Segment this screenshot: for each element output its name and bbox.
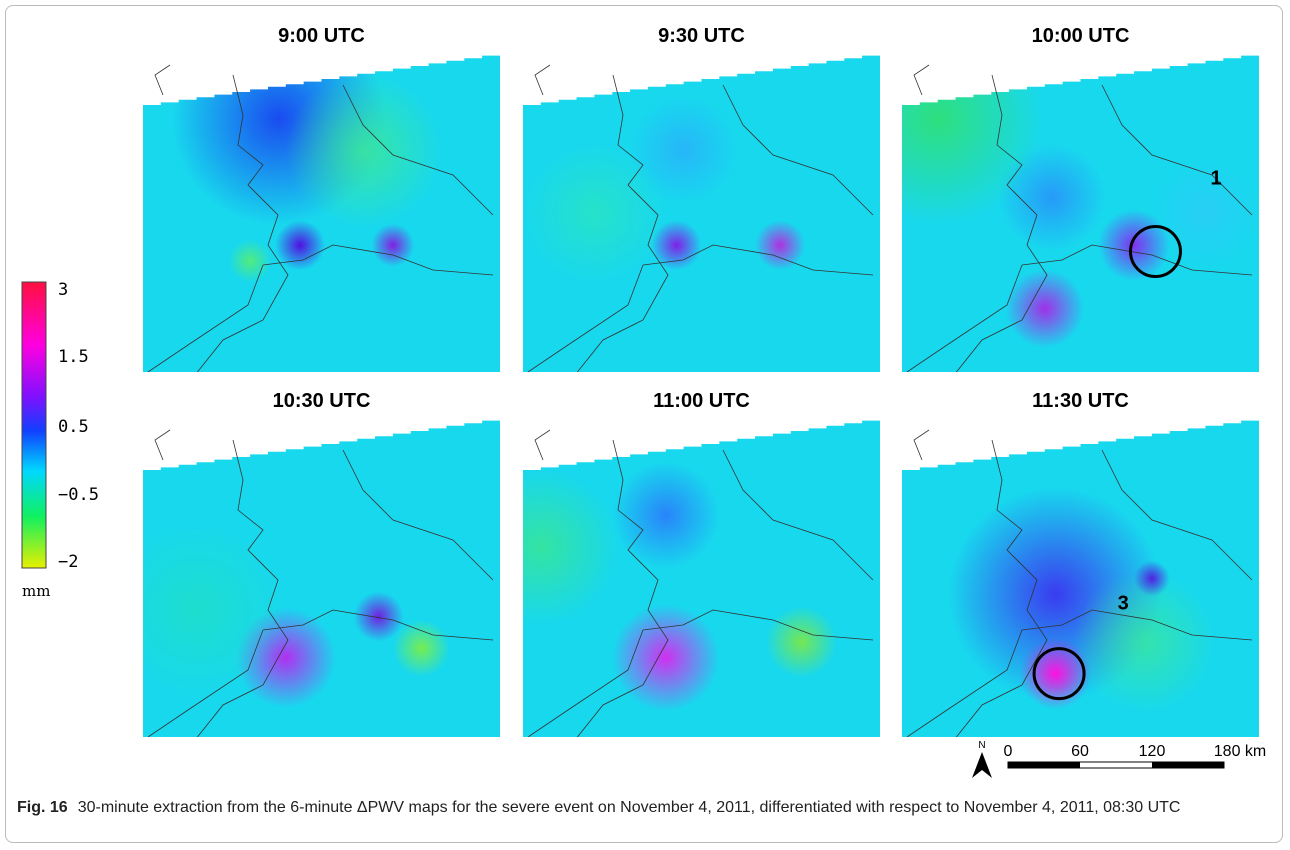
scale-segment: [1152, 762, 1224, 768]
scale-label: 0: [1004, 743, 1013, 760]
panel-title: 11:00 UTC: [653, 390, 750, 412]
map: [462, 415, 898, 755]
colorbar-label: −0.5: [58, 485, 99, 505]
scale-segment: [1008, 762, 1080, 768]
map: [138, 11, 518, 390]
colorbar-label: 0.5: [58, 417, 89, 437]
field-blob: [998, 144, 1105, 251]
field-blob: [229, 240, 272, 283]
colorbar-unit: mm: [22, 582, 50, 600]
field-blob: [286, 72, 443, 229]
north-arrow: [972, 752, 992, 778]
panel-title: 9:00 UTC: [278, 25, 365, 47]
field-blob: [523, 142, 666, 285]
panel-title: 11:30 UTC: [1032, 390, 1129, 412]
page: 3 1.5 0.5 −0.5 −2 mm N 0 60 120 180 km 9…: [0, 0, 1290, 850]
field-blob: [354, 592, 404, 642]
panel-title: 10:00 UTC: [1032, 25, 1130, 47]
annotation: 1: [1210, 167, 1221, 189]
field-blob: [766, 606, 837, 677]
map: [518, 50, 898, 390]
field-blob: [755, 220, 805, 270]
caption: Fig. 16 30-minute extraction from the 6-m…: [17, 796, 1267, 819]
field-blob: [612, 604, 719, 711]
map: [831, 11, 1277, 390]
field-blob: [1006, 269, 1085, 348]
scale-label: 180 km: [1214, 743, 1266, 760]
caption-label: Fig. 16: [17, 799, 68, 816]
colorbar: [22, 282, 46, 568]
scale-label: 120: [1139, 743, 1166, 760]
map: [107, 415, 518, 755]
panel-title: 10:30 UTC: [273, 390, 371, 412]
colorbar-label: 3: [58, 280, 68, 300]
field-blob: [107, 521, 285, 700]
north-label: N: [978, 740, 985, 751]
scale-label: 60: [1071, 743, 1089, 760]
annotation: 3: [1118, 593, 1129, 615]
field-blob: [1134, 561, 1170, 597]
colorbar-label: −2: [58, 552, 78, 572]
field-blob: [393, 620, 450, 677]
caption-text: 30-minute extraction from the 6-minute Δ…: [78, 799, 1181, 816]
field-blob: [1152, 160, 1259, 267]
panel-title: 9:30 UTC: [658, 25, 745, 47]
figure: 3 1.5 0.5 −0.5 −2 mm N 0 60 120 180 km 9…: [0, 0, 1290, 790]
scale-bar: N 0 60 120 180 km: [972, 740, 1266, 778]
map: [897, 415, 1277, 755]
field-blob: [612, 462, 719, 569]
colorbar-label: 1.5: [58, 347, 89, 367]
